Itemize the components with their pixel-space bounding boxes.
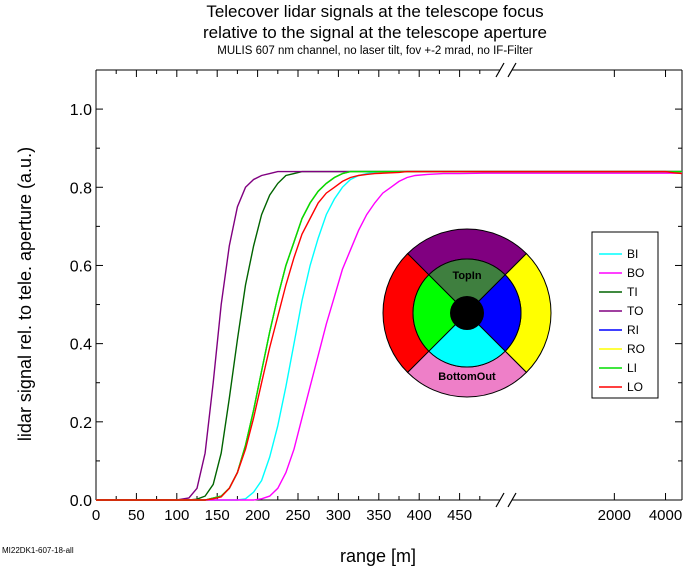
plot-lines — [96, 170, 683, 501]
x-tick-label: 350 — [366, 507, 391, 524]
y-tick-label: 1.0 — [70, 102, 92, 119]
x-tick-label: 50 — [128, 507, 145, 524]
axes: 0.0 0.2 0.4 0.6 0.8 1.0 0 50 100 150 200 250 300 350 4… — [70, 62, 683, 524]
legend-label-bi: BI — [627, 247, 638, 261]
inset-label-topin: TopIn — [452, 270, 481, 282]
legend-label-ti: TI — [627, 285, 638, 299]
inset-center-dot — [450, 296, 484, 330]
inset-top-inner — [428, 258, 506, 314]
legend: BI BO TI TO RI RO LI LO — [591, 231, 659, 399]
series-line-lo — [96, 170, 683, 501]
x-tick-label: 2000 — [598, 507, 631, 524]
legend-box — [591, 231, 659, 399]
y-tick-label: 0.8 — [70, 180, 92, 197]
y-tick-label: 0.2 — [70, 415, 92, 432]
x-tick-label: 200 — [245, 507, 270, 524]
axis-break-mark — [495, 492, 505, 508]
x-tick-label: 100 — [164, 507, 189, 524]
y-axis-label: lidar signal rel. to tele. aperture (a.u… — [15, 147, 35, 441]
axis-break-mark — [507, 492, 517, 508]
x-tick-label: 300 — [326, 507, 351, 524]
x-tick-label: 450 — [447, 507, 472, 524]
legend-label-to: TO — [627, 304, 643, 318]
legend-label-lo: LO — [627, 380, 643, 394]
chart-title-line2: relative to the signal at the telescope … — [203, 23, 547, 42]
legend-label-ri: RI — [627, 323, 639, 337]
y-tick-label: 0.0 — [70, 493, 92, 510]
axis-break-mark — [507, 62, 517, 78]
x-tick-label: 250 — [285, 507, 310, 524]
inset-left-inner — [412, 274, 468, 352]
x-axis-label: range [m] — [340, 546, 416, 566]
telecover-quadrant-diagram: TopIn BottomOut — [382, 228, 552, 398]
y-tick-label: 0.4 — [70, 337, 92, 354]
y-tick-label: 0.6 — [70, 258, 92, 275]
axis-break-mark — [495, 62, 505, 78]
legend-label-li: LI — [627, 361, 637, 375]
x-tick-label: 4000 — [649, 507, 682, 524]
chart-subtitle: MULIS 607 nm channel, no laser tilt, fov… — [217, 45, 533, 57]
inset-right-inner — [466, 274, 522, 352]
x-tick-label: 0 — [92, 507, 100, 524]
x-tick-label: 400 — [407, 507, 432, 524]
legend-label-bo: BO — [627, 266, 644, 280]
x-tick-label: 150 — [205, 507, 230, 524]
figure-id-label: MI22DK1-607-18-all — [2, 546, 74, 555]
inset-label-bottomout: BottomOut — [438, 371, 496, 383]
chart-title-line1: Telecover lidar signals at the telescope… — [206, 2, 544, 21]
inset-bottom-inner — [428, 312, 506, 368]
legend-label-ro: RO — [627, 342, 645, 356]
